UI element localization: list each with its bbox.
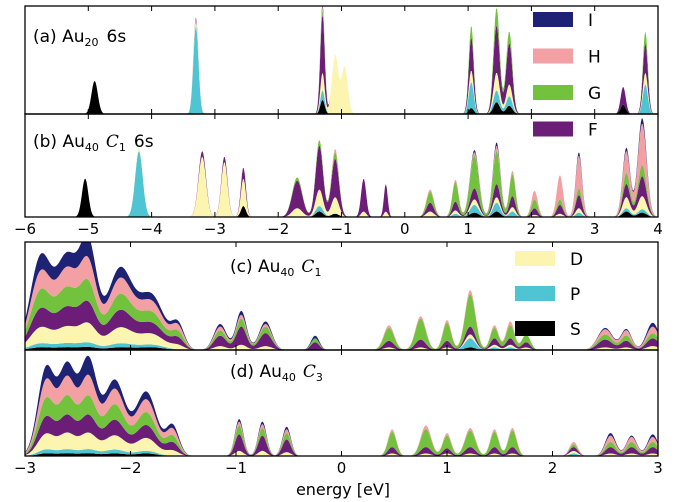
series-D-area-c — [25, 322, 658, 350]
panel-label-d: (d) Au40 C3 — [230, 362, 323, 384]
series-F-area-b — [25, 145, 658, 217]
legend-label-G: G — [588, 84, 601, 104]
x-tick-label-b: 1 — [463, 220, 473, 238]
panel-d-areas — [25, 355, 658, 456]
x-tick-label-b: −6 — [14, 220, 36, 238]
x-tick-label-d: −1 — [225, 459, 247, 477]
legend-swatch-H — [533, 48, 573, 64]
x-tick-label-b: 0 — [400, 220, 410, 238]
series-H-area-d — [25, 374, 658, 456]
x-tick-label-b: −1 — [330, 220, 352, 238]
panels: (a) Au20 6s −6 −5 −4 −3 −2 −1 0 1 2 3 4 (b) Au40 C1 6s (… — [14, 5, 663, 477]
series-D-area-d — [25, 432, 658, 456]
panel-c-areas — [25, 242, 658, 350]
series-I-area-d — [25, 355, 658, 456]
x-tick-label-b: −5 — [77, 220, 99, 238]
x-tick-label-b: −4 — [141, 220, 163, 238]
x-tick-label-d: 3 — [653, 459, 663, 477]
series-F-area-d — [25, 414, 658, 456]
x-tick-label-d: 2 — [548, 459, 558, 477]
x-tick-label-b: 2 — [527, 220, 537, 238]
panel-d: −3 −2 −1 0 1 2 3 (d) Au40 C3 — [14, 349, 663, 477]
x-axis-label: energy [eV] — [296, 480, 390, 499]
x-tick-label-b: −2 — [267, 220, 289, 238]
series-G-area-b — [25, 140, 658, 217]
legend-label-I: I — [588, 11, 593, 31]
legend-swatch-D — [515, 251, 555, 266]
legend-label-P: P — [570, 285, 580, 305]
panel-label-b: (b) Au40 C1 6s — [33, 132, 154, 154]
x-tick-label-b: 4 — [653, 220, 663, 238]
x-tick-label-b: 3 — [590, 220, 600, 238]
legend-label-S: S — [570, 320, 581, 340]
series-I-area-c — [25, 242, 658, 350]
panel-label-c: (c) Au40 C1 — [230, 257, 321, 279]
x-tick-label-d: 0 — [337, 459, 347, 477]
series-D-area-a — [25, 19, 658, 114]
x-tick-label-d: −3 — [14, 459, 36, 477]
series-G-area-c — [25, 278, 658, 350]
legend-swatch-F — [533, 121, 573, 137]
legend-label-D: D — [570, 250, 583, 270]
legend-swatch-I — [533, 12, 573, 27]
panel-b: −6 −5 −4 −3 −2 −1 0 1 2 3 4 (b) Au40 C1 6s — [14, 113, 663, 238]
x-tick-label-d: −2 — [119, 459, 141, 477]
legend-label-H: H — [588, 48, 601, 68]
series-P-area-d — [25, 449, 658, 456]
legend-label-F: F — [588, 121, 598, 141]
panel-a: (a) Au20 6s — [24, 5, 659, 115]
series-F-area-c — [25, 300, 658, 350]
panel-c: (c) Au40 C1 — [24, 241, 659, 351]
legend-swatch-S — [515, 321, 555, 336]
legend-bottom: DPS — [515, 250, 583, 340]
x-tick-label-d: 1 — [442, 459, 452, 477]
legend-swatch-P — [515, 286, 555, 301]
legend-swatch-G — [533, 85, 573, 100]
panel-label-a: (a) Au20 6s — [33, 27, 126, 49]
series-G-area-d — [25, 394, 658, 456]
series-H-area-c — [25, 255, 658, 350]
x-tick-label-b: −3 — [204, 220, 226, 238]
